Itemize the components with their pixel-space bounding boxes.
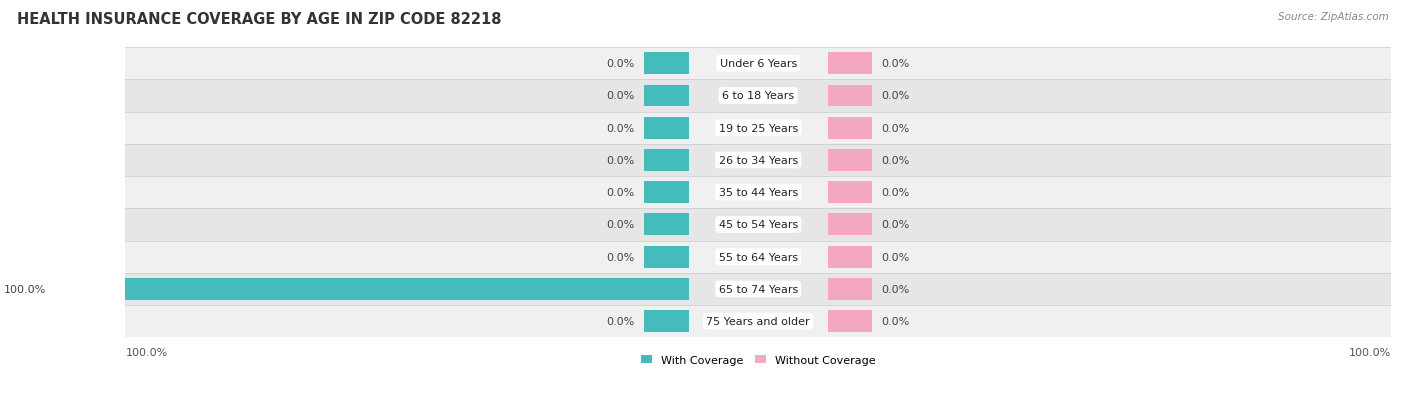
Text: 0.0%: 0.0% [882,188,910,198]
Text: 0.0%: 0.0% [882,252,910,262]
Text: 0.0%: 0.0% [606,123,634,133]
Bar [125,241,1391,273]
Bar [828,53,872,75]
Text: 35 to 44 Years: 35 to 44 Years [718,188,797,198]
Text: 0.0%: 0.0% [606,156,634,166]
Bar [828,182,872,204]
Text: 0.0%: 0.0% [882,59,910,69]
Text: 0.0%: 0.0% [606,316,634,326]
Text: 0.0%: 0.0% [882,91,910,101]
Bar [828,246,872,268]
Text: 65 to 74 Years: 65 to 74 Years [718,284,797,294]
Text: 0.0%: 0.0% [606,220,634,230]
Text: 6 to 18 Years: 6 to 18 Years [723,91,794,101]
Text: 0.0%: 0.0% [882,284,910,294]
Text: 100.0%: 100.0% [1348,347,1391,357]
Text: 0.0%: 0.0% [606,188,634,198]
Bar [125,273,1391,305]
Text: 26 to 34 Years: 26 to 34 Years [718,156,797,166]
Text: 45 to 54 Years: 45 to 54 Years [718,220,797,230]
Bar [828,117,872,139]
Bar [125,305,1391,337]
Bar [125,177,1391,209]
Bar [56,278,689,300]
Bar [644,150,689,171]
Bar [828,311,872,332]
Bar [125,145,1391,177]
Legend: With Coverage, Without Coverage: With Coverage, Without Coverage [637,351,880,370]
Bar [644,246,689,268]
Bar [828,150,872,171]
Text: 0.0%: 0.0% [606,91,634,101]
Text: 0.0%: 0.0% [606,59,634,69]
Bar [125,80,1391,112]
Text: Under 6 Years: Under 6 Years [720,59,797,69]
Bar [644,53,689,75]
Text: 75 Years and older: 75 Years and older [706,316,810,326]
Text: 0.0%: 0.0% [606,252,634,262]
Text: 0.0%: 0.0% [882,156,910,166]
Text: 0.0%: 0.0% [882,316,910,326]
Bar [125,209,1391,241]
Bar [644,85,689,107]
Text: 0.0%: 0.0% [882,220,910,230]
Text: Source: ZipAtlas.com: Source: ZipAtlas.com [1278,12,1389,22]
Text: 100.0%: 100.0% [125,347,167,357]
Bar [828,85,872,107]
Bar [125,48,1391,80]
Bar [828,214,872,236]
Bar [644,214,689,236]
Text: 0.0%: 0.0% [882,123,910,133]
Text: HEALTH INSURANCE COVERAGE BY AGE IN ZIP CODE 82218: HEALTH INSURANCE COVERAGE BY AGE IN ZIP … [17,12,502,27]
Bar [644,182,689,204]
Bar [644,117,689,139]
Bar [644,311,689,332]
Bar [125,112,1391,145]
Bar [828,278,872,300]
Text: 55 to 64 Years: 55 to 64 Years [718,252,797,262]
Text: 19 to 25 Years: 19 to 25 Years [718,123,797,133]
Text: 100.0%: 100.0% [4,284,46,294]
